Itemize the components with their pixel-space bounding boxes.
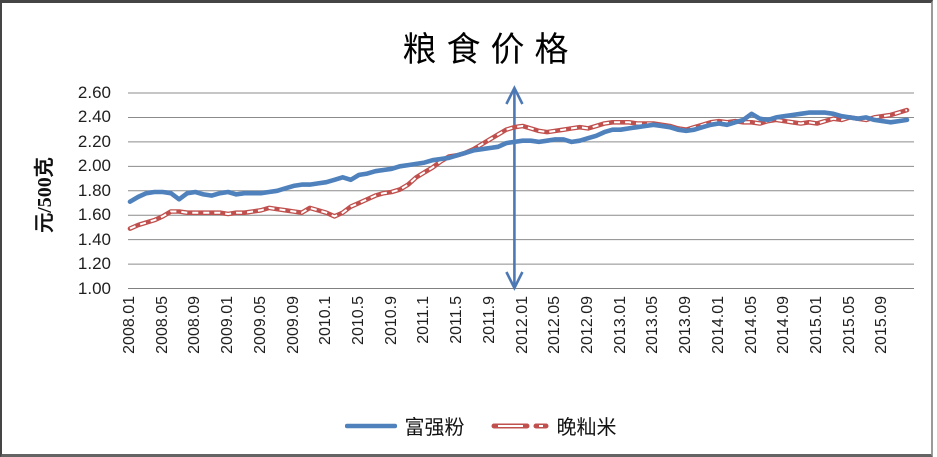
legend: 富强粉 晚籼米 (0, 411, 937, 440)
legend-swatch-dashed-line-icon (491, 423, 548, 428)
x-tick-label: 2011.9 (480, 296, 498, 344)
x-tick-label: 2014.05 (742, 296, 760, 354)
x-tick-label: 2008.05 (153, 296, 171, 354)
x-tick-label: 2012.01 (513, 296, 531, 354)
y-tick-label: 1.20 (77, 254, 111, 274)
x-tick-label: 2011.5 (448, 296, 466, 344)
x-tick-label: 2013.01 (611, 296, 629, 354)
y-tick-label: 2.20 (77, 131, 111, 151)
legend-item-fuqiangfen: 富强粉 (344, 411, 465, 440)
y-tick-label: 2.00 (77, 156, 111, 176)
x-tick-label: 2015.09 (873, 296, 891, 354)
annotation-arrowhead-down-icon (505, 271, 524, 291)
x-tick-label: 2008.01 (121, 296, 138, 354)
y-tick-label: 1.00 (77, 278, 111, 298)
x-tick-label: 2015.01 (808, 296, 826, 354)
x-tick-label: 2010.9 (382, 296, 400, 345)
annotation-arrowhead-up-icon (505, 85, 524, 105)
series-fuqiangfen-line (127, 110, 910, 204)
y-tick-label: 1.40 (77, 229, 111, 249)
x-tick-label: 2012.09 (579, 296, 597, 354)
x-tick-label: 2015.05 (840, 296, 858, 354)
series-wanxianmi-line (127, 107, 910, 231)
x-tick-label: 2010.1 (317, 296, 335, 345)
x-tick-label: 2010.5 (350, 296, 367, 345)
series-wanxianmi-dash-fill (129, 109, 908, 230)
legend-label-wanxianmi: 晚籼米 (556, 417, 617, 439)
y-tick-label: 2.40 (77, 107, 111, 127)
x-tick-label: 2014.09 (775, 296, 793, 354)
legend-item-wanxianmi: 晚籼米 (491, 411, 617, 440)
x-tick-label: 2013.09 (677, 296, 695, 354)
x-tick-label: 2013.05 (644, 296, 662, 354)
legend-label-fuqiangfen: 富强粉 (404, 417, 465, 439)
y-tick-label: 1.80 (77, 180, 111, 200)
x-tick-label: 2014.01 (709, 296, 727, 354)
chart-title: 粮食价格 (402, 32, 579, 69)
x-tick-label: 2009.09 (284, 296, 302, 354)
y-tick-label: 1.60 (77, 205, 111, 225)
x-tick-label: 2011.1 (415, 296, 433, 344)
x-tick-label: 2008.09 (186, 296, 204, 354)
legend-swatch-solid-line-icon (344, 423, 397, 428)
x-tick-label: 2009.05 (251, 296, 269, 354)
x-tick-label: 2009.01 (219, 296, 237, 354)
x-tick-label: 2012.05 (546, 296, 564, 354)
y-tick-label: 2.60 (77, 83, 111, 102)
